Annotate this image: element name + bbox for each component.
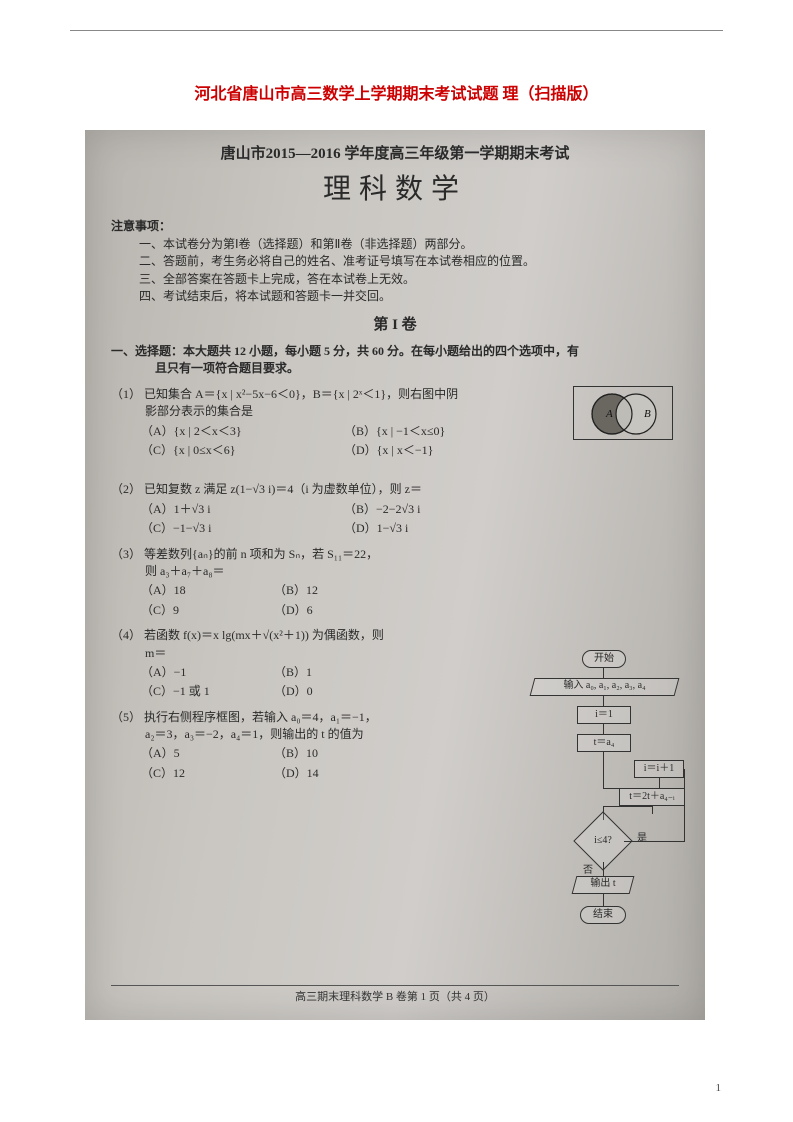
flowchart: 开始 输入 a₀, a₁, a₂, a₃, a₄ i＝1 t＝a₄ i＝i＋1 …: [522, 650, 687, 950]
question-2: （2） 已知复数 z 满足 z(1−√3 i)＝4（i 为虚数单位），则 z＝ …: [111, 481, 679, 537]
q4-line2: m＝: [145, 646, 166, 660]
q2-option-c: （C）−1−√3 i: [141, 520, 341, 537]
q2-num: （2）: [111, 482, 141, 496]
flow-init-i: i＝1: [577, 706, 631, 724]
page-number: 1: [716, 1082, 722, 1094]
q1-line1: 已知集合 A＝{x | x²−5x−6＜0}，B＝{x | 2ˣ＜1}，则右图中…: [144, 387, 458, 401]
q5-option-c: （C）12: [141, 765, 271, 782]
flow-yes-label: 是: [632, 832, 652, 847]
flow-edge: [603, 668, 604, 678]
flow-step-t: t＝2t＋a₄₋ᵢ: [619, 788, 685, 806]
exam-header: 唐山市2015—2016 学年度高三年级第一学期期末考试: [111, 144, 679, 166]
flow-input-label: 输入 a₀, a₁, a₂, a₃, a₄: [532, 679, 677, 694]
section-instruction-line2: 且只有一项符合题目要求。: [155, 361, 299, 375]
q2-line1: 已知复数 z 满足 z(1−√3 i)＝4（i 为虚数单位），则 z＝: [144, 482, 422, 496]
venn-label-a: A: [605, 408, 613, 420]
scanned-exam-page: 唐山市2015—2016 学年度高三年级第一学期期末考试 理科数学 注意事项： …: [85, 130, 705, 1020]
note-line: 三、全部答案在答题卡上完成，答在本试卷上无效。: [139, 271, 679, 288]
q5-line1: 执行右侧程序框图，若输入 a₀＝4，a₁＝−1，: [144, 710, 377, 724]
q5-line2: a₂＝3，a₃＝−2，a₄＝1，则输出的 t 的值为: [145, 727, 364, 741]
flow-edge: [652, 806, 653, 814]
top-horizontal-rule: [70, 30, 723, 31]
flow-edge: [603, 724, 604, 734]
q2-option-a: （A）1＋√3 i: [141, 501, 341, 518]
scan-footer-rule: [111, 985, 679, 986]
q5-num: （5）: [111, 710, 141, 724]
section-instruction-line1: 一、选择题：本大题共 12 小题，每小题 5 分，共 60 分。在每小题给出的四…: [111, 344, 579, 358]
flow-edge: [603, 862, 604, 876]
flow-cond-label: i≤4?: [582, 834, 624, 849]
scan-footer: 高三期末理科数学 B 卷第 1 页（共 4 页）: [85, 990, 705, 1006]
q2-option-b: （B）−2−2√3 i: [344, 501, 544, 518]
flow-edge: [603, 788, 619, 789]
flow-init-t: t＝a₄: [577, 734, 631, 752]
q1-option-b: （B）{x | −1＜x≤0}: [344, 423, 544, 440]
flow-step-i: i＝i＋1: [634, 760, 684, 778]
note-line: 二、答题前，考生务必将自己的姓名、准考证号填写在本试卷相应的位置。: [139, 253, 679, 270]
flow-output-label: 输出 t: [574, 877, 632, 892]
q4-option-b: （B）1: [274, 664, 404, 681]
q4-line1: 若函数 f(x)＝x lg(mx＋√(x²＋1)) 为偶函数，则: [144, 628, 384, 642]
flow-end: 结束: [580, 906, 626, 924]
q1-option-a: （A）{x | 2＜x＜3}: [141, 423, 341, 440]
flow-edge: [603, 696, 604, 706]
flow-edge: [603, 894, 604, 906]
question-1: A B （1） 已知集合 A＝{x | x²−5x−6＜0}，B＝{x | 2ˣ…: [111, 386, 679, 460]
q3-option-c: （C）9: [141, 602, 271, 619]
q5-option-b: （B）10: [274, 745, 404, 762]
flow-edge: [624, 841, 684, 842]
q4-num: （4）: [111, 628, 141, 642]
q1-line2: 影部分表示的集合是: [145, 404, 253, 418]
q1-option-d: （D）{x | x＜−1}: [344, 442, 544, 459]
q4-option-c: （C）−1 或 1: [141, 683, 271, 700]
q4-option-d: （D）0: [274, 683, 404, 700]
question-3: （3） 等差数列{aₙ}的前 n 项和为 Sₙ，若 S₁₁＝22， 则 a₃＋a…: [111, 546, 679, 620]
q1-num: （1）: [111, 387, 141, 401]
flow-start: 开始: [582, 650, 626, 668]
q3-line2: 则 a₃＋a₇＋a₈＝: [145, 564, 225, 578]
part-label: 第 I 卷: [111, 315, 679, 337]
flow-edge: [603, 752, 604, 788]
q3-option-a: （A）18: [141, 582, 271, 599]
notes-heading: 注意事项：: [111, 218, 679, 235]
q2-option-d: （D）1−√3 i: [344, 520, 544, 537]
section-instruction: 一、选择题：本大题共 12 小题，每小题 5 分，共 60 分。在每小题给出的四…: [111, 343, 679, 378]
q5-option-d: （D）14: [274, 765, 404, 782]
venn-svg: A B: [574, 387, 674, 441]
note-line: 一、本试卷分为第Ⅰ卷（选择题）和第Ⅱ卷（非选择题）两部分。: [139, 236, 679, 253]
q4-option-a: （A）−1: [141, 664, 271, 681]
venn-diagram: A B: [573, 386, 673, 440]
flow-edge: [603, 806, 652, 807]
subject-title: 理科数学: [111, 170, 679, 211]
q1-option-c: （C）{x | 0≤x＜6}: [141, 442, 341, 459]
q5-option-a: （A）5: [141, 745, 271, 762]
note-line: 四、考试结束后，将本试题和答题卡一并交回。: [139, 288, 679, 305]
q3-line1: 等差数列{aₙ}的前 n 项和为 Sₙ，若 S₁₁＝22，: [144, 547, 378, 561]
q3-num: （3）: [111, 547, 141, 561]
document-title: 河北省唐山市高三数学上学期期末考试试题 理（扫描版）: [0, 80, 793, 104]
flow-edge: [684, 769, 685, 842]
flow-edge: [659, 778, 660, 788]
venn-label-b: B: [644, 408, 651, 420]
q3-option-d: （D）6: [274, 602, 404, 619]
q3-option-b: （B）12: [274, 582, 404, 599]
